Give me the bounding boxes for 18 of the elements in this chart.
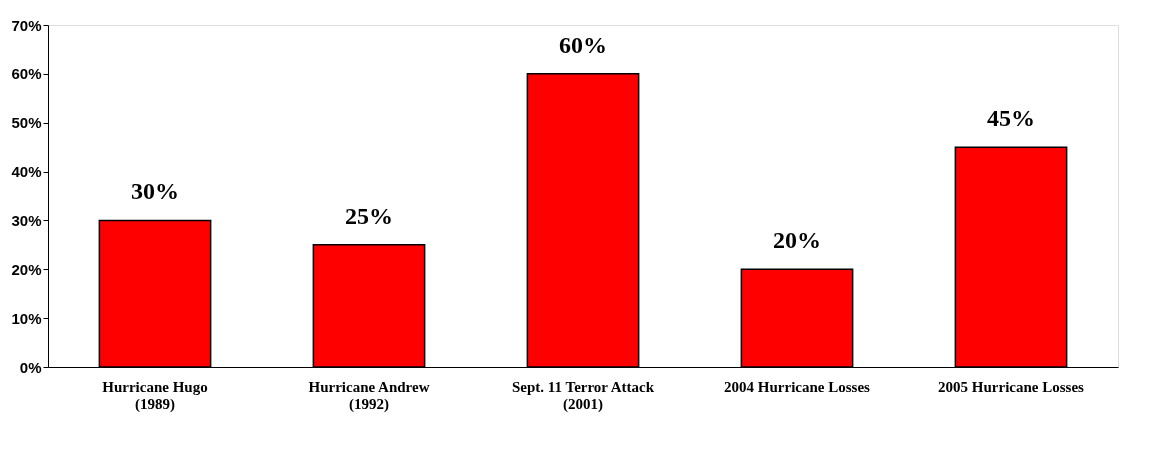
y-tick-label: 60% <box>11 65 42 83</box>
x-tick-label: 2005 Hurricane Losses <box>938 378 1085 395</box>
x-tick-label: 2004 Hurricane Losses <box>724 378 871 395</box>
x-tick-label: Hurricane Hugo (1989) <box>102 378 208 413</box>
data-label: 25% <box>345 202 393 229</box>
y-tick-label: 0% <box>19 358 42 376</box>
data-label: 60% <box>559 31 607 58</box>
y-tick-label: 20% <box>11 260 42 278</box>
x-tick-label: Hurricane Andrew (1992) <box>308 378 430 413</box>
y-tick-label: 10% <box>11 309 42 327</box>
data-label: 30% <box>131 178 179 205</box>
y-tick-label: 40% <box>11 163 42 181</box>
y-tick-label: 70% <box>11 16 42 34</box>
data-label: 20% <box>773 227 821 254</box>
y-tick-label: 50% <box>11 114 42 132</box>
data-label: 45% <box>987 105 1035 132</box>
y-tick-label: 30% <box>11 211 42 229</box>
x-tick-label: Sept. 11 Terror Attack (2001) <box>512 378 655 413</box>
